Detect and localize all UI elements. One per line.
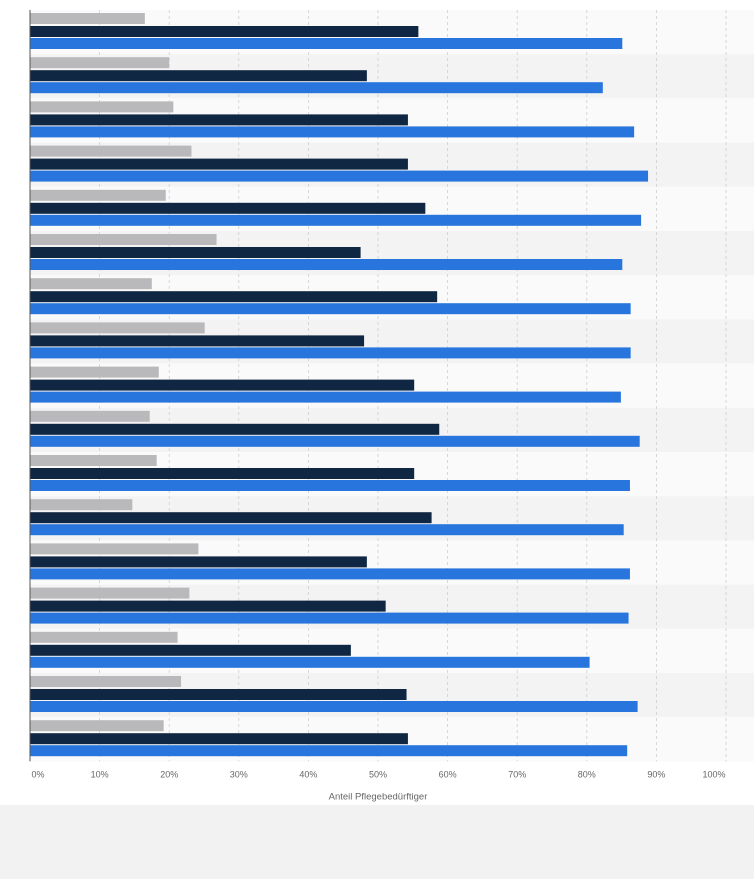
chart-container: 0% 10% 20% 30% 40% 50% 60% 70% 80% 90% 100% Anteil… xyxy=(0,0,754,805)
bar xyxy=(30,101,174,113)
x-tick-label: 10% xyxy=(91,769,109,779)
bar xyxy=(30,26,419,37)
bar xyxy=(30,234,217,245)
bar xyxy=(30,435,640,447)
bar xyxy=(30,524,624,536)
bar xyxy=(30,278,152,290)
bars xyxy=(30,13,649,757)
bar xyxy=(30,556,367,568)
x-axis-title: Anteil Pflegebedürftiger xyxy=(329,791,428,802)
bar xyxy=(30,612,629,624)
bar xyxy=(30,247,361,258)
bar xyxy=(30,656,590,668)
bar xyxy=(30,644,351,656)
bar xyxy=(30,689,407,700)
x-tick-label: 40% xyxy=(299,769,317,779)
bar xyxy=(30,114,408,126)
bar xyxy=(30,745,628,757)
bar xyxy=(30,701,638,712)
x-tick-labels: 0% 10% 20% 30% 40% 50% 60% 70% 80% 90% 100% xyxy=(31,769,725,779)
bar xyxy=(30,499,133,511)
bar xyxy=(30,347,631,359)
x-tick-label: 30% xyxy=(230,769,248,779)
bar xyxy=(30,214,642,226)
bar xyxy=(30,676,182,687)
x-tick-label: 90% xyxy=(647,769,665,779)
bar xyxy=(30,170,649,182)
bar xyxy=(30,291,438,303)
bar xyxy=(30,82,603,94)
bar xyxy=(30,379,415,391)
bar xyxy=(30,202,426,214)
x-tick-label: 80% xyxy=(578,769,596,779)
bar xyxy=(30,366,159,378)
x-tick-label: 100% xyxy=(702,769,725,779)
bar xyxy=(30,631,178,643)
bar xyxy=(30,158,408,170)
bar xyxy=(30,70,367,82)
x-tick-label: 0% xyxy=(31,769,44,779)
x-tick-label: 60% xyxy=(439,769,457,779)
bar xyxy=(30,189,166,201)
bar xyxy=(30,455,157,466)
x-tick-label: 70% xyxy=(508,769,526,779)
bar xyxy=(30,391,621,403)
bar xyxy=(30,512,432,524)
bar xyxy=(30,145,192,157)
bar xyxy=(30,38,623,49)
bar xyxy=(30,303,631,315)
bar xyxy=(30,600,386,612)
bar xyxy=(30,733,408,745)
bar xyxy=(30,720,164,732)
bar xyxy=(30,568,630,580)
bar xyxy=(30,480,630,491)
x-tick-label: 50% xyxy=(369,769,387,779)
bar xyxy=(30,322,205,334)
bar xyxy=(30,259,623,270)
bar xyxy=(30,543,199,555)
x-tick-label: 20% xyxy=(160,769,178,779)
bar xyxy=(30,587,190,599)
bar xyxy=(30,423,440,435)
bar xyxy=(30,335,365,347)
bar xyxy=(30,57,170,69)
bar-chart: 0% 10% 20% 30% 40% 50% 60% 70% 80% 90% 100% Anteil… xyxy=(29,10,754,802)
bar xyxy=(30,13,145,24)
bar xyxy=(30,410,150,422)
bar xyxy=(30,468,415,479)
bar xyxy=(30,126,635,138)
